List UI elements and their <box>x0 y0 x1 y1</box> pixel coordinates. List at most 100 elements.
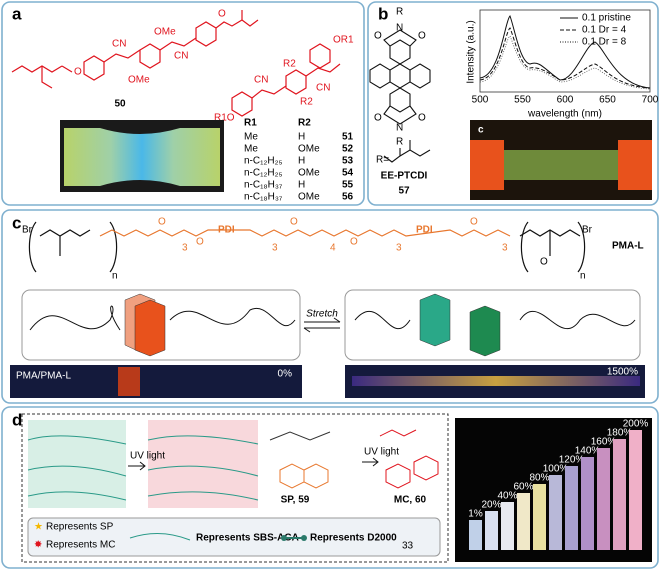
photo-sample-middle <box>504 150 618 180</box>
atom: O <box>74 67 82 78</box>
panel-a: a O CN OMe OMe CN O 50 CN R2 R2 CN OR1 R… <box>1 1 365 206</box>
compound-name: EE-PTCDI <box>381 171 428 182</box>
strip <box>549 475 562 550</box>
table-cell: 51 <box>342 132 354 143</box>
photo-label: c <box>478 125 484 136</box>
atom: O <box>350 237 358 248</box>
ptcdi-bonds <box>369 29 431 163</box>
table-cell: OMe <box>298 144 320 155</box>
atom: CN <box>316 83 330 94</box>
atom: OMe <box>128 75 150 86</box>
photo-sample-end <box>618 140 652 190</box>
pma-l-bonds <box>28 221 586 273</box>
strip <box>533 484 546 550</box>
spectrum-pristine <box>479 15 651 89</box>
subscript: 4 <box>330 243 336 254</box>
strain-label: 140% <box>575 446 601 457</box>
photo-caption: PMA/PMA-L <box>16 371 71 382</box>
panel-label: b <box>378 4 388 23</box>
panel-frame <box>1 406 659 569</box>
table-cell: H <box>298 180 305 191</box>
subscript: 33 <box>402 541 414 552</box>
strain-label: 160% <box>591 437 617 448</box>
table-cell: 54 <box>342 168 354 179</box>
step-label: UV light <box>130 451 165 462</box>
legend-entry: 0.1 Dr = 8 <box>582 37 627 48</box>
panel-frame <box>1 209 659 404</box>
panel-label: c <box>12 213 21 232</box>
structure-50-bonds <box>11 10 259 89</box>
subscript: n <box>580 271 586 282</box>
legend-entry: 0.1 Dr = 4 <box>582 25 627 36</box>
table-cell: Me <box>244 132 258 143</box>
polymer-name: PMA-L <box>612 241 644 252</box>
legend-icon: ✸ <box>34 540 42 551</box>
strain-label: 120% <box>559 455 585 466</box>
panel-b: b R N O O O O N R R= EE-PTCDI 57 500 550 6… <box>367 1 659 206</box>
strain-label: 200% <box>623 419 649 430</box>
strain-label: 80% <box>529 473 549 484</box>
strain-strips: 1%20%40%60%80%100%120%140%160%180%200% <box>468 419 648 550</box>
photo-sample-end <box>470 140 504 190</box>
table-header: R2 <box>298 118 311 129</box>
atom: O <box>196 237 204 248</box>
strip <box>517 493 530 550</box>
table: R1 R2 Me H 51 Me OMe 52 n-C₁₂H₂₅ H 53 n-C₁₂H₂₅ OMe 54… <box>244 118 354 203</box>
arrow <box>362 457 379 467</box>
strain-label: 100% <box>543 464 569 475</box>
atom: O <box>374 113 382 124</box>
arrows <box>303 317 341 333</box>
atom: O <box>374 31 382 42</box>
panel-d: d UV light SP, 59 UV light MC, 60 Repres… <box>1 406 659 569</box>
table-cell: H <box>298 132 305 143</box>
strip <box>629 430 642 550</box>
strain-label: 20% <box>481 500 501 511</box>
x-tick-label: 650 <box>599 95 616 106</box>
table-cell: n-C₁₂H₂₅ <box>244 156 283 167</box>
legend-icon <box>281 535 287 541</box>
legend-sp: Represents SP <box>46 522 114 533</box>
x-tick-label: 550 <box>514 95 531 106</box>
table-cell: OMe <box>298 192 320 203</box>
legend-icon <box>129 533 191 541</box>
photo <box>10 365 302 398</box>
arrow <box>128 461 146 471</box>
scheme-box <box>21 413 449 563</box>
pdi: PDI <box>416 225 433 236</box>
strip <box>613 439 626 550</box>
photo-sample <box>118 367 140 396</box>
atom: R <box>396 7 403 18</box>
panel-frame <box>1 1 365 206</box>
atom: Br <box>582 225 593 236</box>
legend-entry: 0.1 pristine <box>582 13 631 24</box>
atom: O <box>218 9 226 20</box>
strain-label: 1% <box>468 509 483 520</box>
scheme-box <box>21 289 301 361</box>
network-sp <box>28 420 126 508</box>
atom: CN <box>174 51 188 62</box>
table-header: R1 <box>244 118 257 129</box>
legend-sbs: Represents SBS-ACA <box>196 533 299 544</box>
strain-label: 40% <box>497 491 517 502</box>
pdi: PDI <box>218 225 235 236</box>
atom: Br <box>22 225 33 236</box>
atom: R <box>396 137 403 148</box>
chains <box>27 435 259 501</box>
atom: OMe <box>154 27 176 38</box>
spectrum-dr4 <box>479 27 651 89</box>
table-cell: n-C₁₈H₃₇ <box>244 180 283 191</box>
atom: R2 <box>300 97 313 108</box>
subscript: 3 <box>182 243 188 254</box>
stretch-label: Stretch <box>306 309 338 320</box>
compound-number: 50 <box>114 99 126 110</box>
r-definition: R= <box>376 155 389 166</box>
table-cell: 53 <box>342 156 354 167</box>
x-tick-label: 500 <box>472 95 489 106</box>
legend-icon <box>301 535 307 541</box>
step-label: UV light <box>364 447 399 458</box>
strip <box>565 466 578 550</box>
y-axis-label: Intensity (a.u.) <box>466 20 477 83</box>
panel-label: a <box>12 4 22 23</box>
